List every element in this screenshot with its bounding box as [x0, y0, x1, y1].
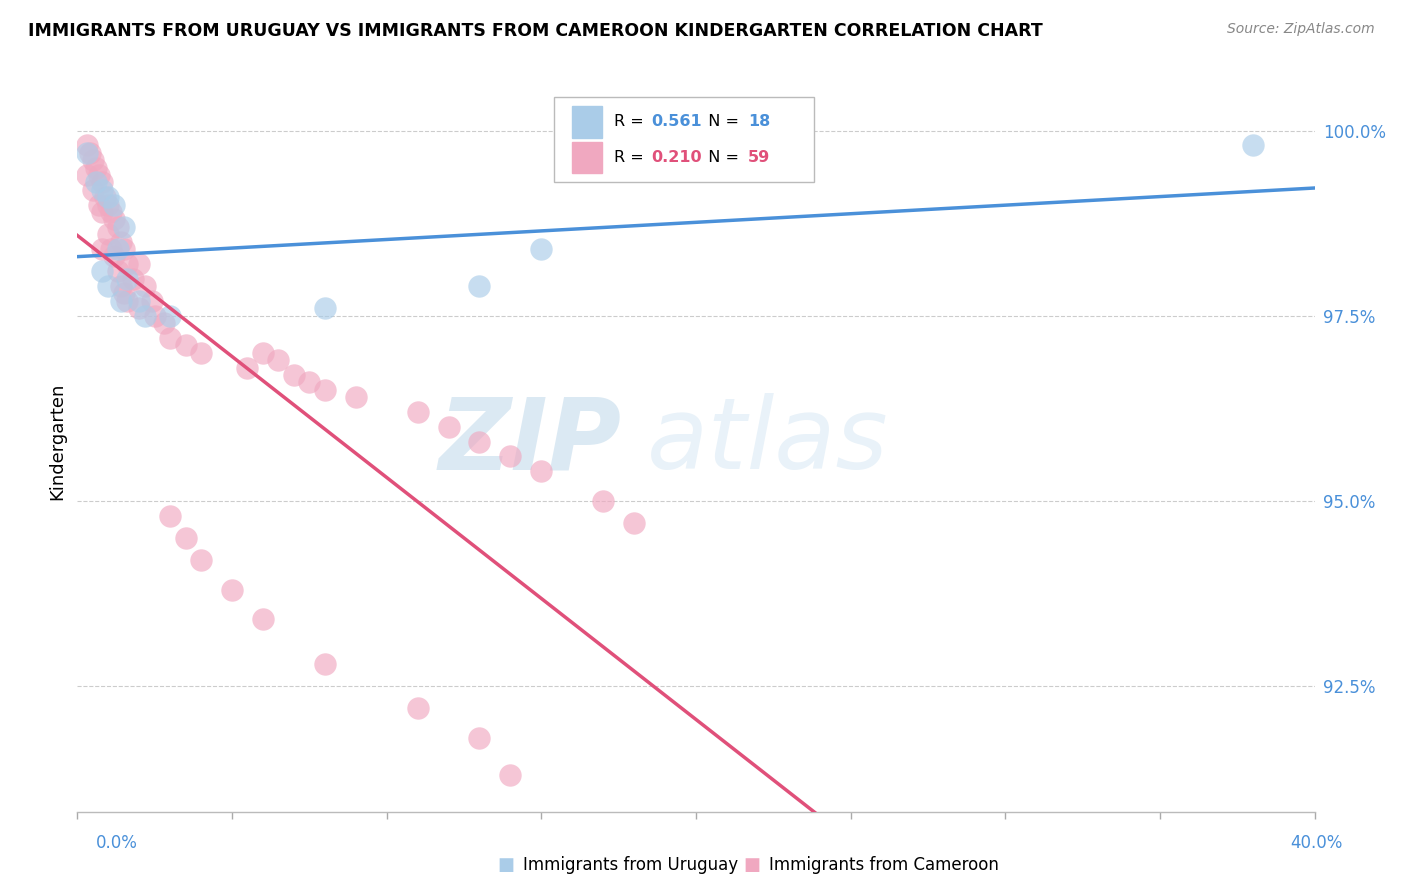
Point	[134, 309, 156, 323]
Point	[623, 516, 645, 530]
Point	[530, 242, 553, 256]
Point	[91, 176, 114, 190]
Point	[298, 376, 321, 390]
Text: 0.210: 0.210	[651, 150, 702, 165]
Point	[499, 768, 522, 782]
Point	[115, 293, 138, 308]
Text: Immigrants from Uruguay: Immigrants from Uruguay	[523, 856, 738, 874]
Point	[406, 701, 429, 715]
Point	[314, 657, 336, 671]
Point	[530, 464, 553, 478]
Text: Immigrants from Cameroon: Immigrants from Cameroon	[769, 856, 998, 874]
Point	[87, 168, 110, 182]
Point	[112, 219, 135, 234]
Point	[437, 419, 460, 434]
Point	[115, 257, 138, 271]
Point	[79, 145, 101, 160]
Text: 40.0%: 40.0%	[1291, 834, 1343, 852]
Text: 0.561: 0.561	[651, 114, 702, 129]
Point	[87, 197, 110, 211]
Point	[107, 242, 129, 256]
Point	[159, 331, 181, 345]
Point	[91, 242, 114, 256]
Point	[128, 301, 150, 316]
Point	[76, 138, 98, 153]
Point	[107, 219, 129, 234]
Point	[107, 264, 129, 278]
Point	[103, 250, 125, 264]
Point	[100, 205, 122, 219]
Point	[115, 271, 138, 285]
Point	[94, 190, 117, 204]
Bar	[572, 106, 602, 137]
Point	[97, 190, 120, 204]
Text: R =: R =	[614, 114, 650, 129]
Point	[499, 450, 522, 464]
Point	[84, 176, 107, 190]
Point	[344, 390, 367, 404]
Text: ZIP: ZIP	[439, 393, 621, 490]
Text: N =: N =	[699, 150, 745, 165]
Point	[134, 279, 156, 293]
Text: 59: 59	[748, 150, 770, 165]
Point	[100, 242, 122, 256]
Point	[221, 582, 243, 597]
Point	[112, 286, 135, 301]
Point	[103, 197, 125, 211]
Point	[236, 360, 259, 375]
Point	[110, 235, 132, 249]
Point	[76, 145, 98, 160]
Text: R =: R =	[614, 150, 650, 165]
Point	[128, 293, 150, 308]
Point	[314, 301, 336, 316]
Point	[190, 553, 212, 567]
Text: ■: ■	[498, 856, 515, 874]
Point	[128, 257, 150, 271]
Point	[112, 242, 135, 256]
Point	[84, 161, 107, 175]
FancyBboxPatch shape	[554, 97, 814, 183]
Point	[91, 183, 114, 197]
Point	[141, 293, 163, 308]
Point	[153, 316, 176, 330]
Point	[468, 434, 491, 449]
Point	[174, 531, 197, 545]
Point	[159, 508, 181, 523]
Point	[592, 493, 614, 508]
Point	[314, 383, 336, 397]
Point	[82, 153, 104, 168]
Point	[143, 309, 166, 323]
Point	[406, 405, 429, 419]
Point	[97, 279, 120, 293]
Point	[468, 731, 491, 745]
Text: 0.0%: 0.0%	[96, 834, 138, 852]
Point	[190, 345, 212, 359]
Point	[103, 212, 125, 227]
Point	[91, 205, 114, 219]
Point	[252, 612, 274, 626]
Text: N =: N =	[699, 114, 745, 129]
Text: 18: 18	[748, 114, 770, 129]
Text: atlas: atlas	[647, 393, 889, 490]
Point	[267, 353, 290, 368]
Point	[174, 338, 197, 352]
Bar	[572, 142, 602, 173]
Point	[283, 368, 305, 382]
Point	[82, 183, 104, 197]
Text: IMMIGRANTS FROM URUGUAY VS IMMIGRANTS FROM CAMEROON KINDERGARTEN CORRELATION CHA: IMMIGRANTS FROM URUGUAY VS IMMIGRANTS FR…	[28, 22, 1043, 40]
Point	[122, 271, 145, 285]
Point	[91, 264, 114, 278]
Point	[97, 197, 120, 211]
Point	[110, 293, 132, 308]
Text: Source: ZipAtlas.com: Source: ZipAtlas.com	[1227, 22, 1375, 37]
Point	[110, 279, 132, 293]
Point	[252, 345, 274, 359]
Point	[159, 309, 181, 323]
Text: ■: ■	[744, 856, 761, 874]
Point	[468, 279, 491, 293]
Point	[97, 227, 120, 242]
Point	[1241, 138, 1264, 153]
Y-axis label: Kindergarten: Kindergarten	[48, 383, 66, 500]
Point	[76, 168, 98, 182]
